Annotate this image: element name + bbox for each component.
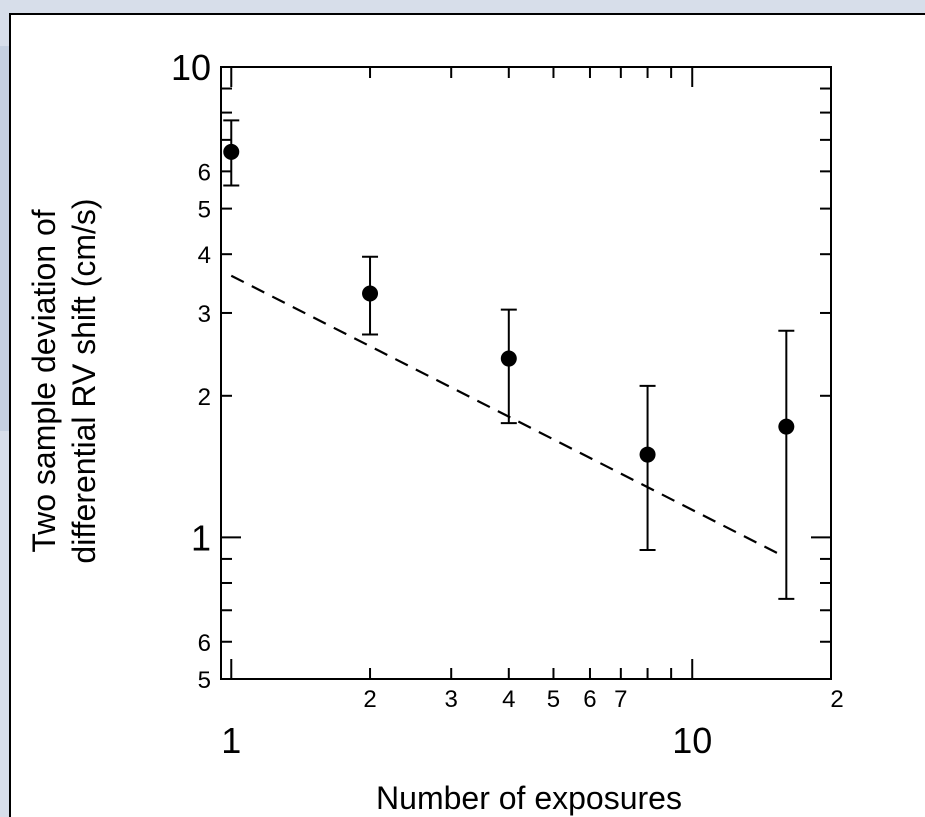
x-tick-label: 2 (830, 686, 843, 713)
fit-line (230, 274, 781, 556)
y-tick-label: 6 (198, 630, 211, 657)
x-axis-title: Number of exposures (376, 780, 682, 816)
data-point (362, 285, 379, 302)
y-tick-label: 3 (198, 301, 211, 328)
y-axis-title-line2: differential RV shift (cm/s) (66, 198, 102, 563)
x-tick-label: 4 (502, 686, 515, 713)
background-strip (0, 46, 9, 431)
plot-frame (220, 66, 832, 680)
y-tick-label: 2 (198, 384, 211, 411)
y-tick-label: 5 (198, 197, 211, 224)
x-tick-label: 10 (672, 720, 712, 761)
y-tick-label: 6 (198, 159, 211, 186)
x-tick-label: 6 (583, 686, 596, 713)
y-tick-label: 1 (191, 517, 211, 558)
data-point (639, 446, 656, 463)
x-tick-label: 7 (614, 686, 627, 713)
y-tick-label: 10 (171, 47, 211, 88)
figure-panel: 1 2 3 4 5 6 7 10 2 10 6 5 4 3 2 1 6 5 Number of exposures… (9, 13, 925, 817)
data-point (223, 143, 240, 160)
y-axis-title-line1: Two sample deviation of (26, 209, 62, 552)
x-tick-label: 2 (363, 686, 376, 713)
y-tick-label: 4 (198, 242, 211, 269)
x-tick-label: 1 (221, 720, 241, 761)
data-point (778, 418, 795, 435)
x-tick-label: 5 (547, 686, 560, 713)
data-point (500, 350, 517, 367)
x-tick-label: 3 (445, 686, 458, 713)
y-tick-label: 5 (198, 667, 211, 694)
